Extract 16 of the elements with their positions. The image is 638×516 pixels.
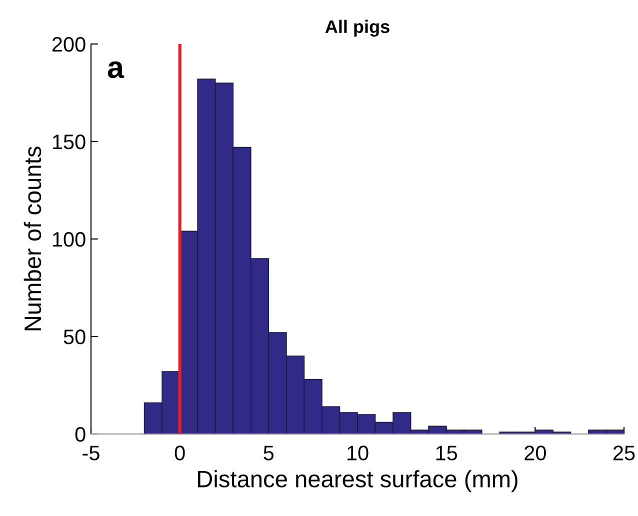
annotation: a — [108, 61, 124, 78]
x-tick-label: 20 — [524, 446, 546, 460]
x-tick-label: 5 — [264, 446, 274, 460]
x-tick-label: 15 — [436, 446, 458, 460]
y-tick-label: 150 — [52, 134, 86, 150]
chart-title: All pigs — [325, 20, 390, 37]
x-tick-label: 10 — [348, 446, 368, 460]
y-tick-label: 200 — [52, 37, 86, 52]
y-tick-label: 100 — [52, 232, 86, 247]
y-tick-label: 0 — [75, 427, 86, 442]
x-tick-label: 0 — [174, 446, 185, 460]
x-tick-label: 25 — [613, 446, 635, 460]
x-tick-label: -5 — [82, 446, 100, 460]
x-axis-title: Distance nearest surface (mm) — [198, 470, 518, 492]
y-axis-title: Number of counts — [24, 146, 42, 330]
y-tick-label: 50 — [64, 330, 86, 344]
